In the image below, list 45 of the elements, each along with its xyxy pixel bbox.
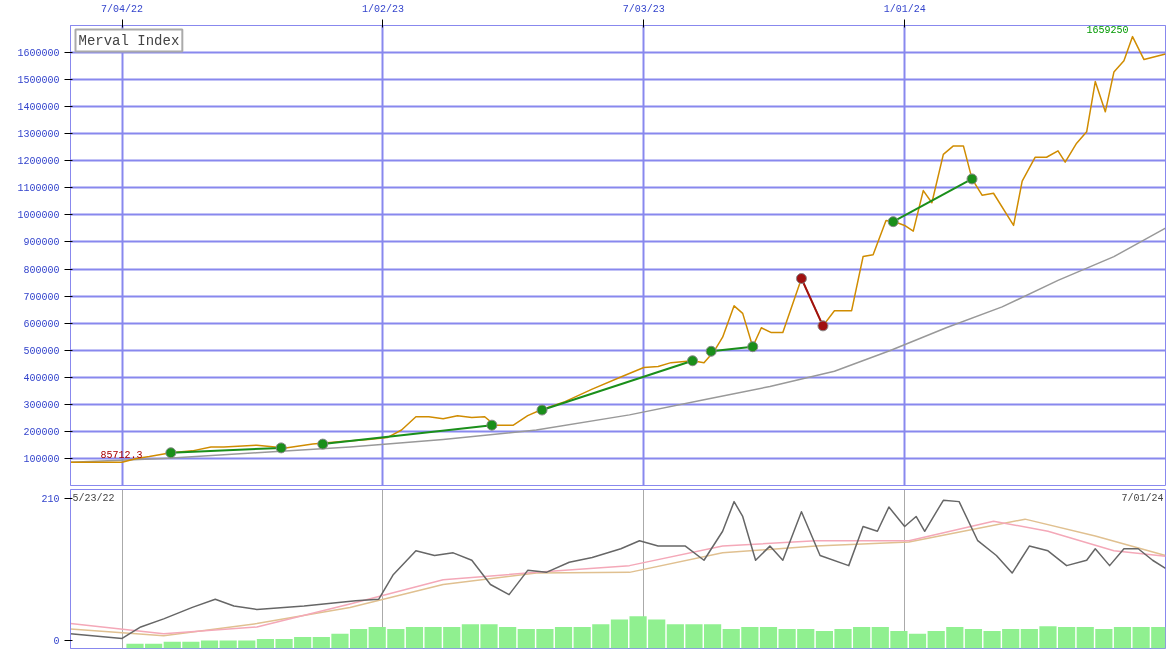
line-series: [70, 35, 1166, 463]
y-tick-label: 600000: [23, 318, 60, 330]
y-tick-label: 1100000: [17, 183, 60, 195]
bar: [200, 640, 219, 649]
point: [536, 404, 548, 416]
point: [705, 345, 717, 357]
point: [275, 442, 287, 454]
y-tick-label: 200000: [23, 426, 60, 438]
annotation: 85712.3: [100, 450, 143, 462]
point: [966, 173, 978, 185]
x-tick-label: 1/01/24: [883, 3, 926, 15]
y-tick-label: 800000: [23, 264, 60, 276]
y-tick-label: 900000: [23, 237, 60, 249]
bar: [405, 626, 424, 649]
y-tick-label: 1300000: [17, 129, 60, 141]
line-series: [70, 499, 1166, 640]
x-tick-label: 1/02/23: [361, 3, 404, 15]
point: [747, 341, 759, 353]
point: [687, 355, 699, 367]
point: [486, 419, 498, 431]
y-tick-label: 1600000: [17, 48, 60, 60]
point: [817, 320, 829, 332]
y-tick-label: 1200000: [17, 156, 60, 168]
point: [165, 447, 177, 459]
point: [887, 216, 899, 228]
y-tick-label: 700000: [23, 291, 60, 303]
text: Merval Index: [78, 32, 180, 49]
y-tick-label: 1400000: [17, 102, 60, 114]
y-tick-label: 1500000: [17, 75, 60, 87]
y-tick-label: 100000: [23, 453, 60, 465]
y-tick-label: 500000: [23, 345, 60, 357]
y-tick-label: 300000: [23, 399, 60, 411]
point: [795, 273, 807, 284]
point: [317, 438, 329, 450]
x-tick-label: 7/04/22: [101, 3, 144, 15]
annotation: 5/23/22: [72, 492, 115, 504]
bar: [1113, 626, 1132, 649]
x-tick-label: 7/03/23: [622, 3, 665, 15]
y-tick-label: 400000: [23, 372, 60, 384]
annotation: 1659250: [1086, 24, 1129, 36]
y-tick-label: 1000000: [17, 210, 60, 222]
annotation: 7/01/24: [1121, 492, 1164, 504]
y-tick-label: 210: [41, 494, 60, 506]
y-tick-label: 0: [53, 635, 60, 647]
bar: [759, 626, 778, 649]
